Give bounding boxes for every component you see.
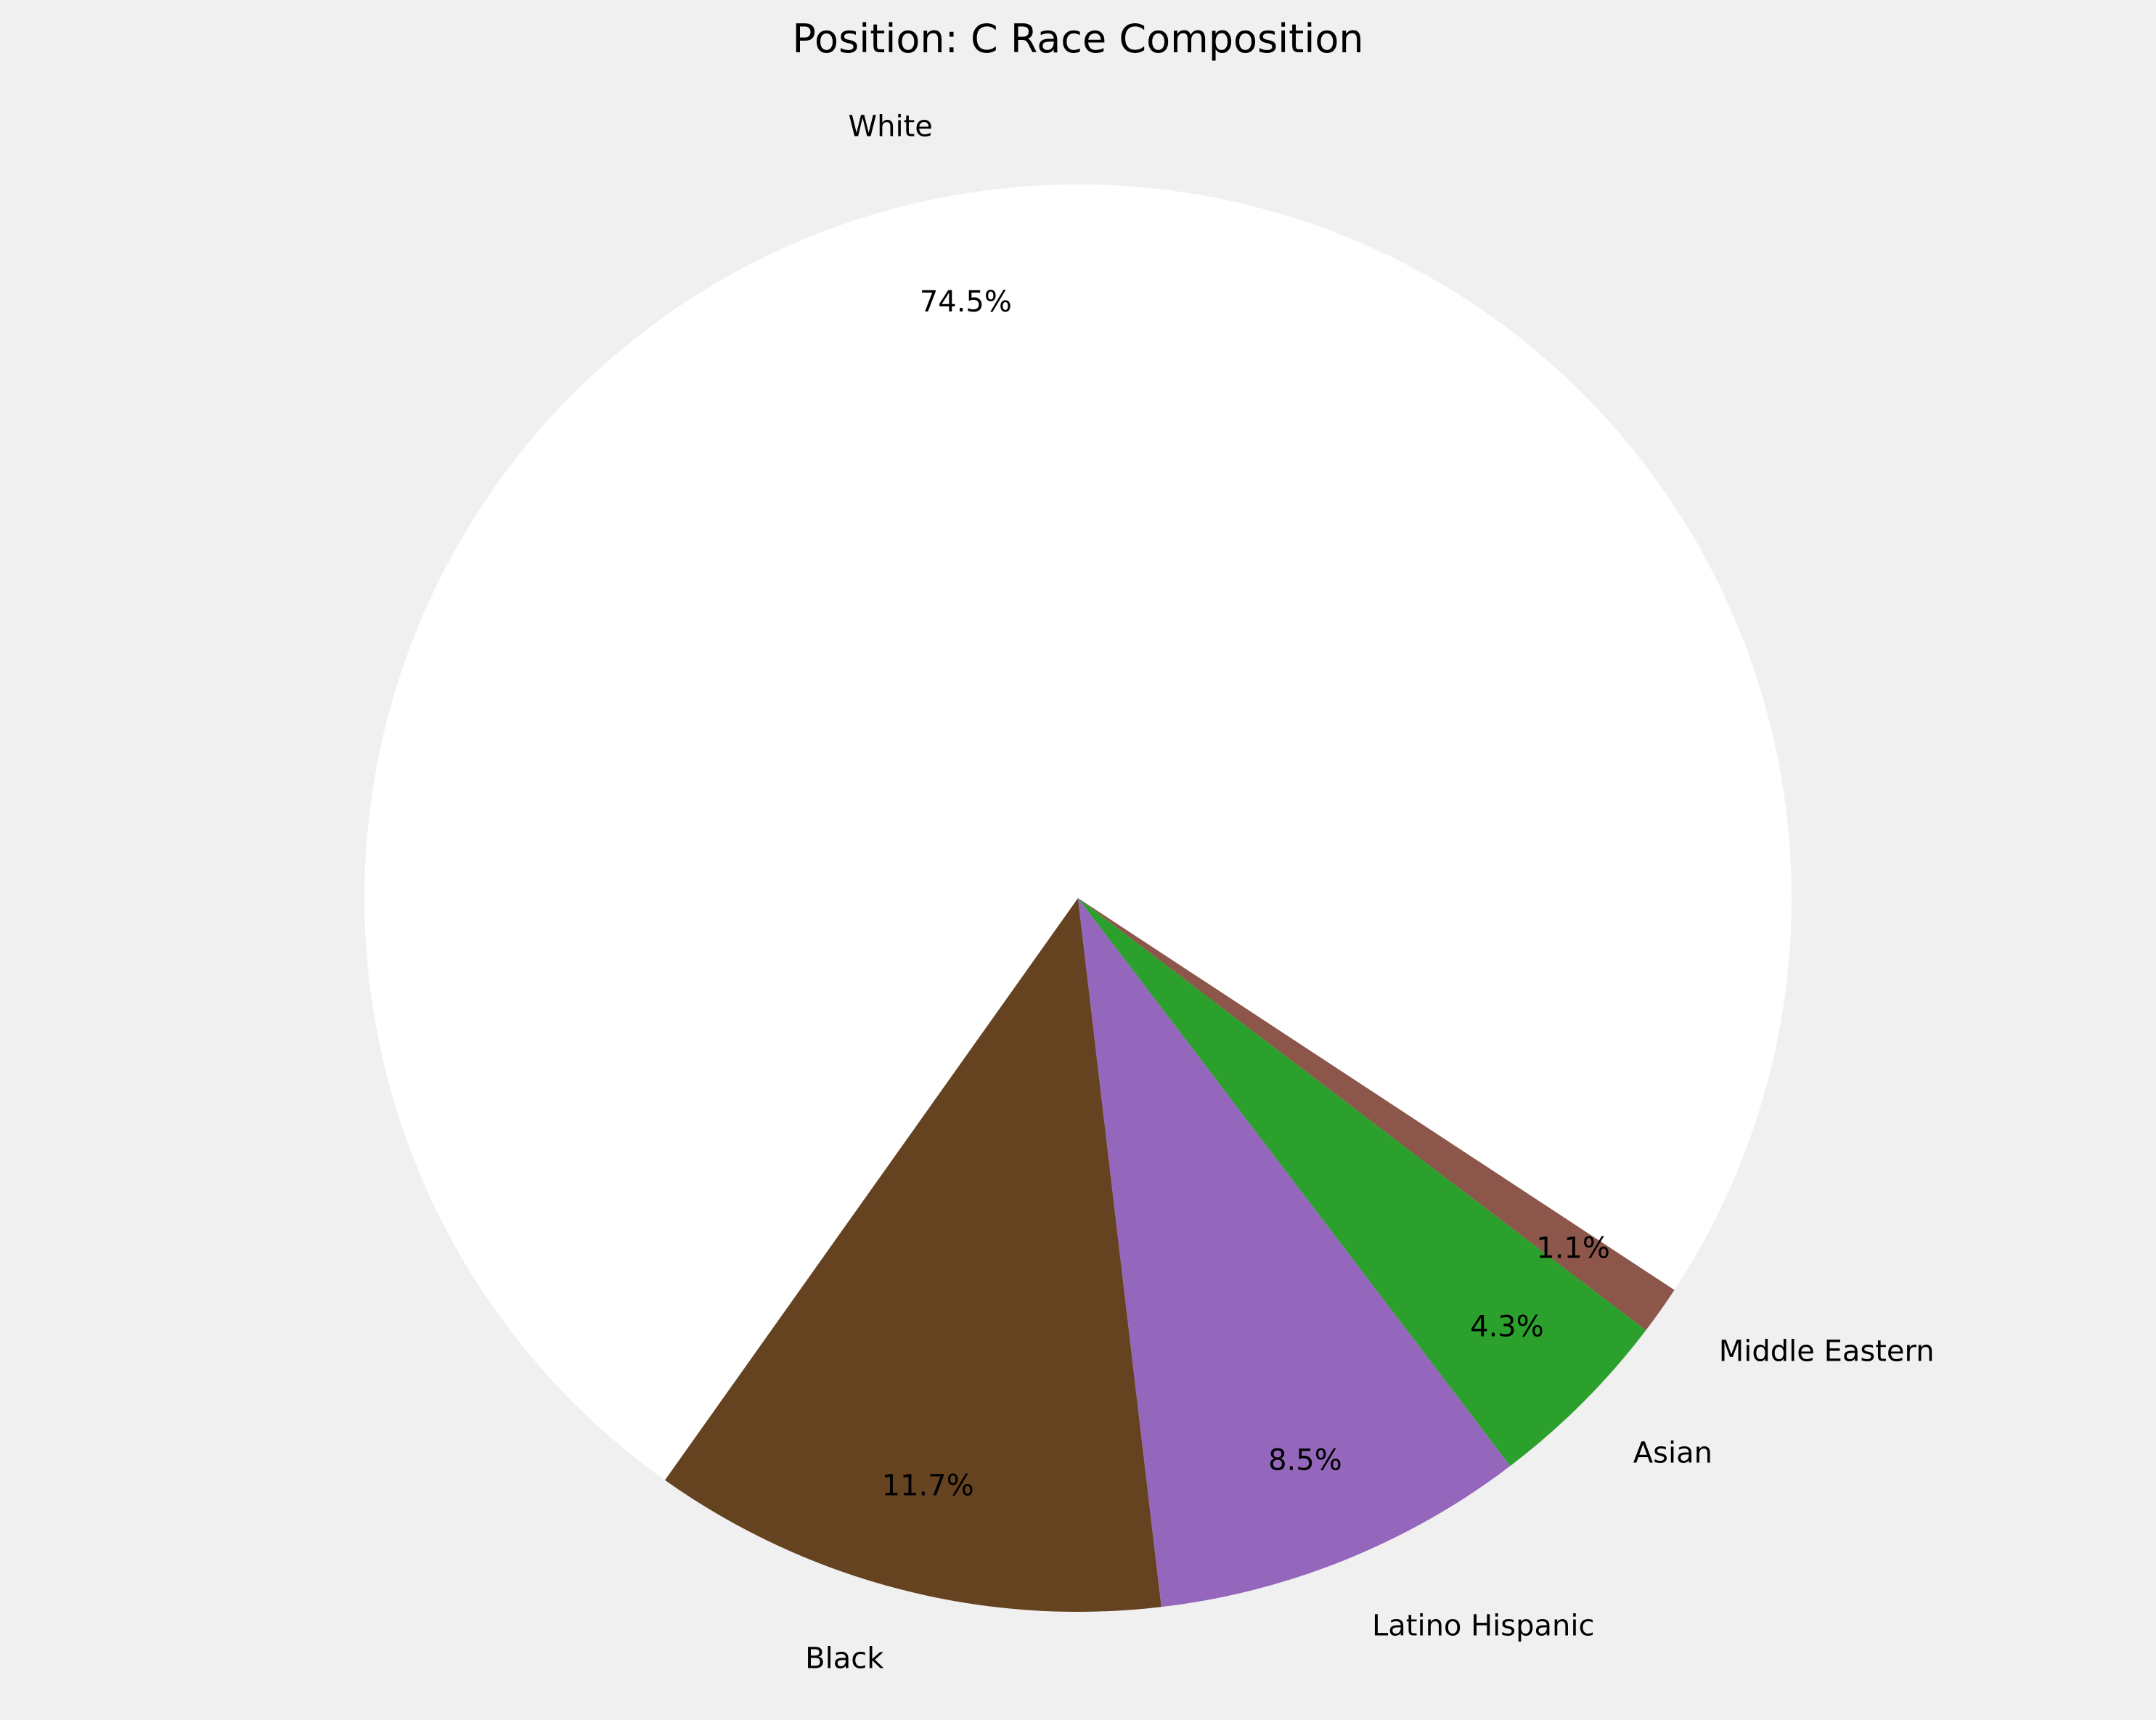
slice-percent-middle-eastern: 1.1% bbox=[1536, 1232, 1610, 1265]
chart-title: Position: C Race Composition bbox=[792, 16, 1363, 62]
slice-label-black: Black bbox=[805, 1642, 884, 1676]
slice-label-asian: Asian bbox=[1633, 1436, 1712, 1470]
slice-label-latino-hispanic: Latino Hispanic bbox=[1372, 1610, 1595, 1643]
pie-slices bbox=[364, 184, 1792, 1612]
slice-percent-latino-hispanic: 8.5% bbox=[1268, 1444, 1342, 1478]
slice-percent-black: 11.7% bbox=[882, 1470, 974, 1503]
slice-percent-asian: 4.3% bbox=[1470, 1311, 1544, 1344]
pie-labels: White 74.5% Black 11.7% Latino Hispanic 8.5% A… bbox=[805, 110, 1934, 1675]
slice-label-middle-eastern: Middle Eastern bbox=[1719, 1334, 1935, 1368]
slice-label-white: White bbox=[849, 110, 933, 143]
slice-middle-eastern bbox=[1078, 898, 1675, 1331]
slice-percent-white: 74.5% bbox=[920, 285, 1012, 319]
slice-latino-hispanic bbox=[1078, 898, 1511, 1607]
slice-black bbox=[665, 898, 1161, 1612]
slice-white bbox=[364, 184, 1792, 1480]
slice-asian bbox=[1078, 898, 1646, 1467]
